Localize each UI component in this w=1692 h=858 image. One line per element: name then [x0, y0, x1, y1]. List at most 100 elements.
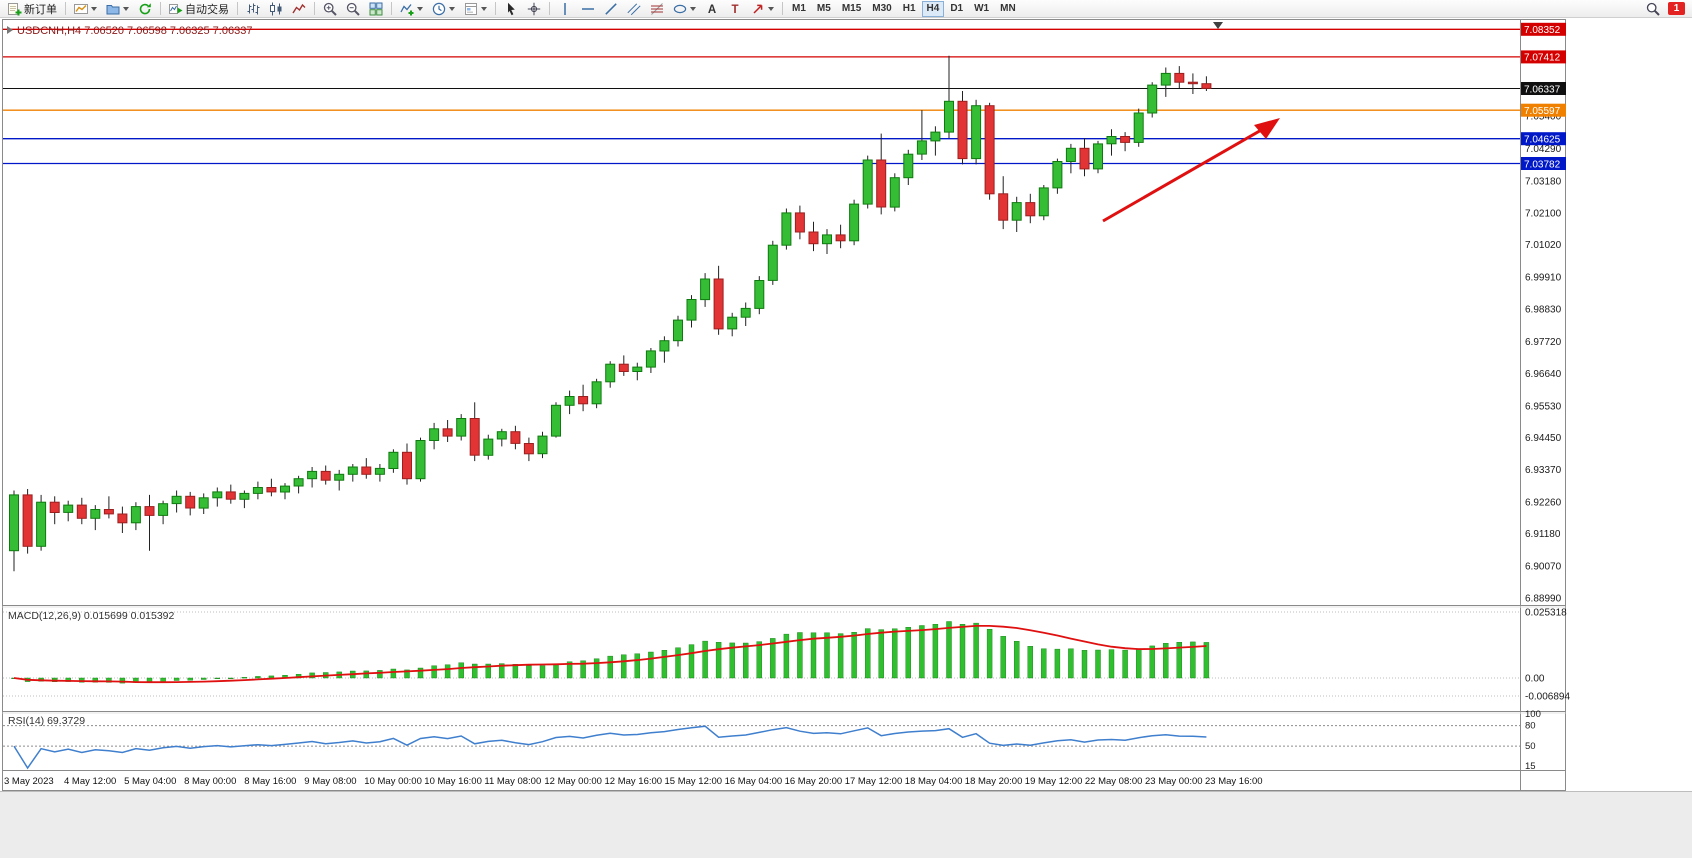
arrows-button[interactable] [747, 1, 778, 17]
svg-text:15 May 12:00: 15 May 12:00 [665, 776, 723, 787]
zoom-out-button[interactable] [342, 1, 364, 17]
shapes-icon [673, 2, 687, 16]
svg-text:6.94450: 6.94450 [1525, 433, 1562, 444]
zoom-out-icon [346, 2, 360, 16]
candle [808, 221, 819, 252]
candle [225, 484, 236, 504]
notification-badge[interactable]: 1 [1668, 2, 1685, 15]
timeframe-m15-button[interactable]: M15 [837, 1, 866, 17]
horizontal-line-icon [581, 2, 595, 16]
macd-histogram-bar [621, 654, 627, 679]
macd-indicator-label: MACD(12,26,9) 0.015699 0.015392 [8, 610, 175, 622]
chart-shift-marker[interactable] [1213, 22, 1223, 29]
candle [198, 493, 209, 514]
svg-text:7.05400: 7.05400 [1525, 112, 1562, 123]
candle [551, 402, 561, 438]
line-chart-button[interactable] [288, 1, 310, 17]
candle [781, 208, 792, 250]
candle [930, 126, 941, 156]
panel-splitter[interactable] [2, 605, 1566, 771]
toolbar-separator [782, 2, 783, 15]
new-order-button[interactable]: 新订单 [4, 1, 61, 17]
new-chart-button[interactable] [70, 1, 101, 17]
svg-text:18 May 04:00: 18 May 04:00 [905, 776, 963, 787]
timeframe-h4-button[interactable]: H4 [921, 0, 945, 17]
macd-histogram-bar [1190, 641, 1196, 679]
candle [754, 276, 765, 315]
vertical-line-icon [558, 2, 572, 16]
timeframe-mn-button[interactable]: MN [995, 1, 1021, 17]
price-badge: 7.05597 [1521, 103, 1566, 117]
search-button[interactable] [1642, 1, 1664, 17]
macd-histogram-bar [743, 642, 749, 679]
templates-button[interactable] [460, 1, 491, 17]
vertical-line-button[interactable] [554, 1, 576, 17]
profiles-button[interactable] [102, 1, 133, 17]
refresh-button[interactable] [134, 1, 156, 17]
macd-histogram-bar [377, 670, 383, 679]
timeframe-w1-button[interactable]: W1 [969, 1, 994, 17]
horizontal-line-button[interactable] [577, 1, 599, 17]
candle [605, 361, 616, 388]
timeframe-m1-button[interactable]: M1 [787, 1, 811, 17]
macd-histogram-bar [878, 629, 884, 679]
tile-windows-button[interactable] [365, 1, 387, 17]
candle [144, 494, 155, 551]
timeframe-d1-button[interactable]: D1 [945, 1, 968, 17]
candle [618, 355, 629, 376]
toolbar-separator [549, 2, 550, 15]
one-click-trading-toggle[interactable] [7, 26, 13, 34]
candle [591, 378, 602, 409]
candle [280, 483, 290, 500]
timeframe-m5-button[interactable]: M5 [812, 1, 836, 17]
macd-histogram-bar [444, 664, 451, 679]
svg-text:6.95530: 6.95530 [1525, 401, 1562, 412]
label-button[interactable]: T [724, 1, 746, 17]
svg-text:7.07412: 7.07412 [1524, 53, 1561, 64]
equidistant-channel-button[interactable] [623, 1, 645, 17]
macd-histogram-bar [865, 628, 871, 679]
algo-trading-button[interactable]: 自动交易 [165, 1, 233, 17]
candle [740, 302, 751, 326]
macd-histogram-bar [607, 655, 613, 679]
trendline-button[interactable] [600, 1, 622, 17]
candle [320, 465, 331, 485]
price-badge: 7.08352 [1521, 22, 1566, 36]
svg-text:12 May 00:00: 12 May 00:00 [544, 776, 602, 787]
periods-button[interactable] [428, 1, 459, 17]
macd-histogram-bar [919, 625, 925, 679]
trendline-icon [604, 2, 618, 16]
fibonacci-icon [650, 2, 664, 16]
candle [578, 384, 589, 412]
timeframe-h1-button[interactable]: H1 [898, 1, 921, 17]
macd-histogram-bar [566, 661, 573, 679]
text-button[interactable]: A [701, 1, 723, 17]
cursor-button[interactable] [500, 1, 522, 17]
candlestick-chart-button[interactable] [265, 1, 287, 17]
macd-histogram-bar [1014, 641, 1020, 679]
caret-down-icon [417, 6, 423, 11]
svg-text:23 May 00:00: 23 May 00:00 [1145, 776, 1203, 787]
bar-chart-button[interactable] [242, 1, 264, 17]
crosshair-button[interactable] [523, 1, 545, 17]
macd-histogram-bar [1163, 643, 1169, 679]
trend-arrow-annotation[interactable] [1102, 118, 1280, 223]
zoom-in-button[interactable] [319, 1, 341, 17]
candle [307, 467, 318, 488]
candle [1201, 76, 1212, 91]
time-axis[interactable]: 3 May 2023 4 May 12:00 5 May 04:00 8 May 00… [4, 776, 1263, 787]
timeframe-m30-button[interactable]: M30 [867, 1, 896, 17]
svg-text:7.03782: 7.03782 [1524, 159, 1561, 170]
main-chart-plot[interactable] [3, 22, 1520, 572]
price-axis[interactable]: 7.05400 7.04290 7.03180 7.02100 7.01020 6.999… [1521, 22, 1566, 605]
svg-text:16 May 20:00: 16 May 20:00 [785, 776, 843, 787]
svg-text:7.02100: 7.02100 [1525, 208, 1562, 219]
svg-text:4 May 12:00: 4 May 12:00 [64, 776, 116, 787]
macd-panel[interactable]: 0.025318 0.00 -0.006894 [3, 608, 1570, 703]
toolbar-separator [237, 2, 238, 15]
fibonacci-button[interactable] [646, 1, 668, 17]
shapes-button[interactable] [669, 1, 700, 17]
indicators-button[interactable] [396, 1, 427, 17]
